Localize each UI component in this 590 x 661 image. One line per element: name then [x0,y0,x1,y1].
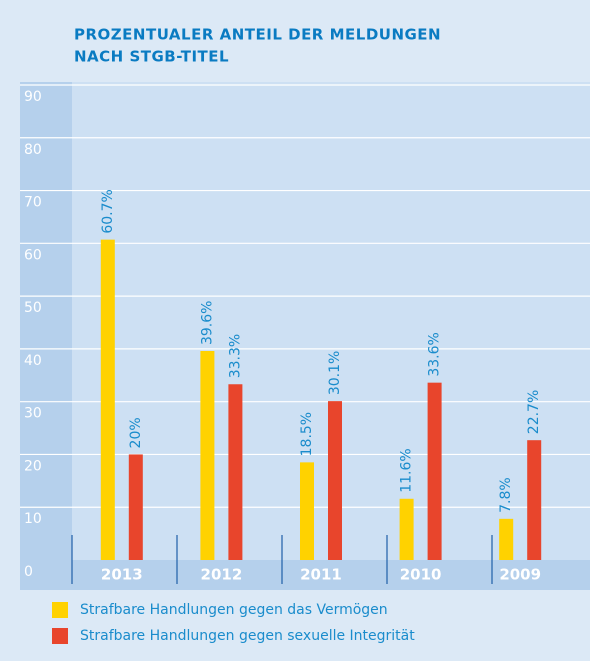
value-label: 39.6% [199,301,215,345]
legend-label: Strafbare Handlungen gegen das Vermögen [80,602,388,618]
y-tick-label: 80 [24,142,42,158]
y-tick-label: 10 [24,511,42,527]
y-tick-label: 20 [24,458,42,474]
value-label: 33.6% [427,332,443,376]
bar [300,462,314,560]
x-tick-label: 2011 [300,566,342,584]
x-tick-label: 2012 [201,566,243,584]
y-tick-label: 30 [24,406,42,422]
bar [527,440,542,560]
y-tick-label: 60 [24,247,42,263]
x-tick-label: 2013 [101,566,143,584]
bar [100,239,115,560]
y-tick-label: 90 [24,89,42,105]
value-label: 20% [128,417,144,448]
value-label: 18.5% [299,412,315,456]
bar [399,498,414,560]
value-label: 30.1% [327,351,343,395]
y-tick-label: 0 [24,564,33,580]
x-axis-band [20,560,590,590]
x-tick-label: 2010 [400,566,442,584]
x-tick-label: 2009 [499,566,541,584]
y-tick-label: 50 [24,300,42,316]
value-label: 22.7% [526,390,542,434]
bar [499,518,514,560]
y-axis-strip [20,82,72,590]
legend-swatch [52,628,68,644]
legend-swatch [52,602,68,618]
value-label: 11.6% [399,448,415,492]
bar [228,384,243,560]
bar [328,401,342,560]
bar [128,454,143,560]
value-label: 33.3% [227,334,243,378]
bar [427,382,442,560]
value-label: 7.8% [498,477,514,513]
y-tick-label: 70 [24,195,42,211]
chart-title: PROZENTUALER ANTEIL DER MELDUNGEN [74,26,441,44]
legend-label: Strafbare Handlungen gegen sexuelle Inte… [80,628,415,644]
chart-title: NACH STGB-TITEL [74,48,229,66]
bar [200,351,215,560]
value-label: 60.7% [100,189,116,233]
y-tick-label: 40 [24,353,42,369]
